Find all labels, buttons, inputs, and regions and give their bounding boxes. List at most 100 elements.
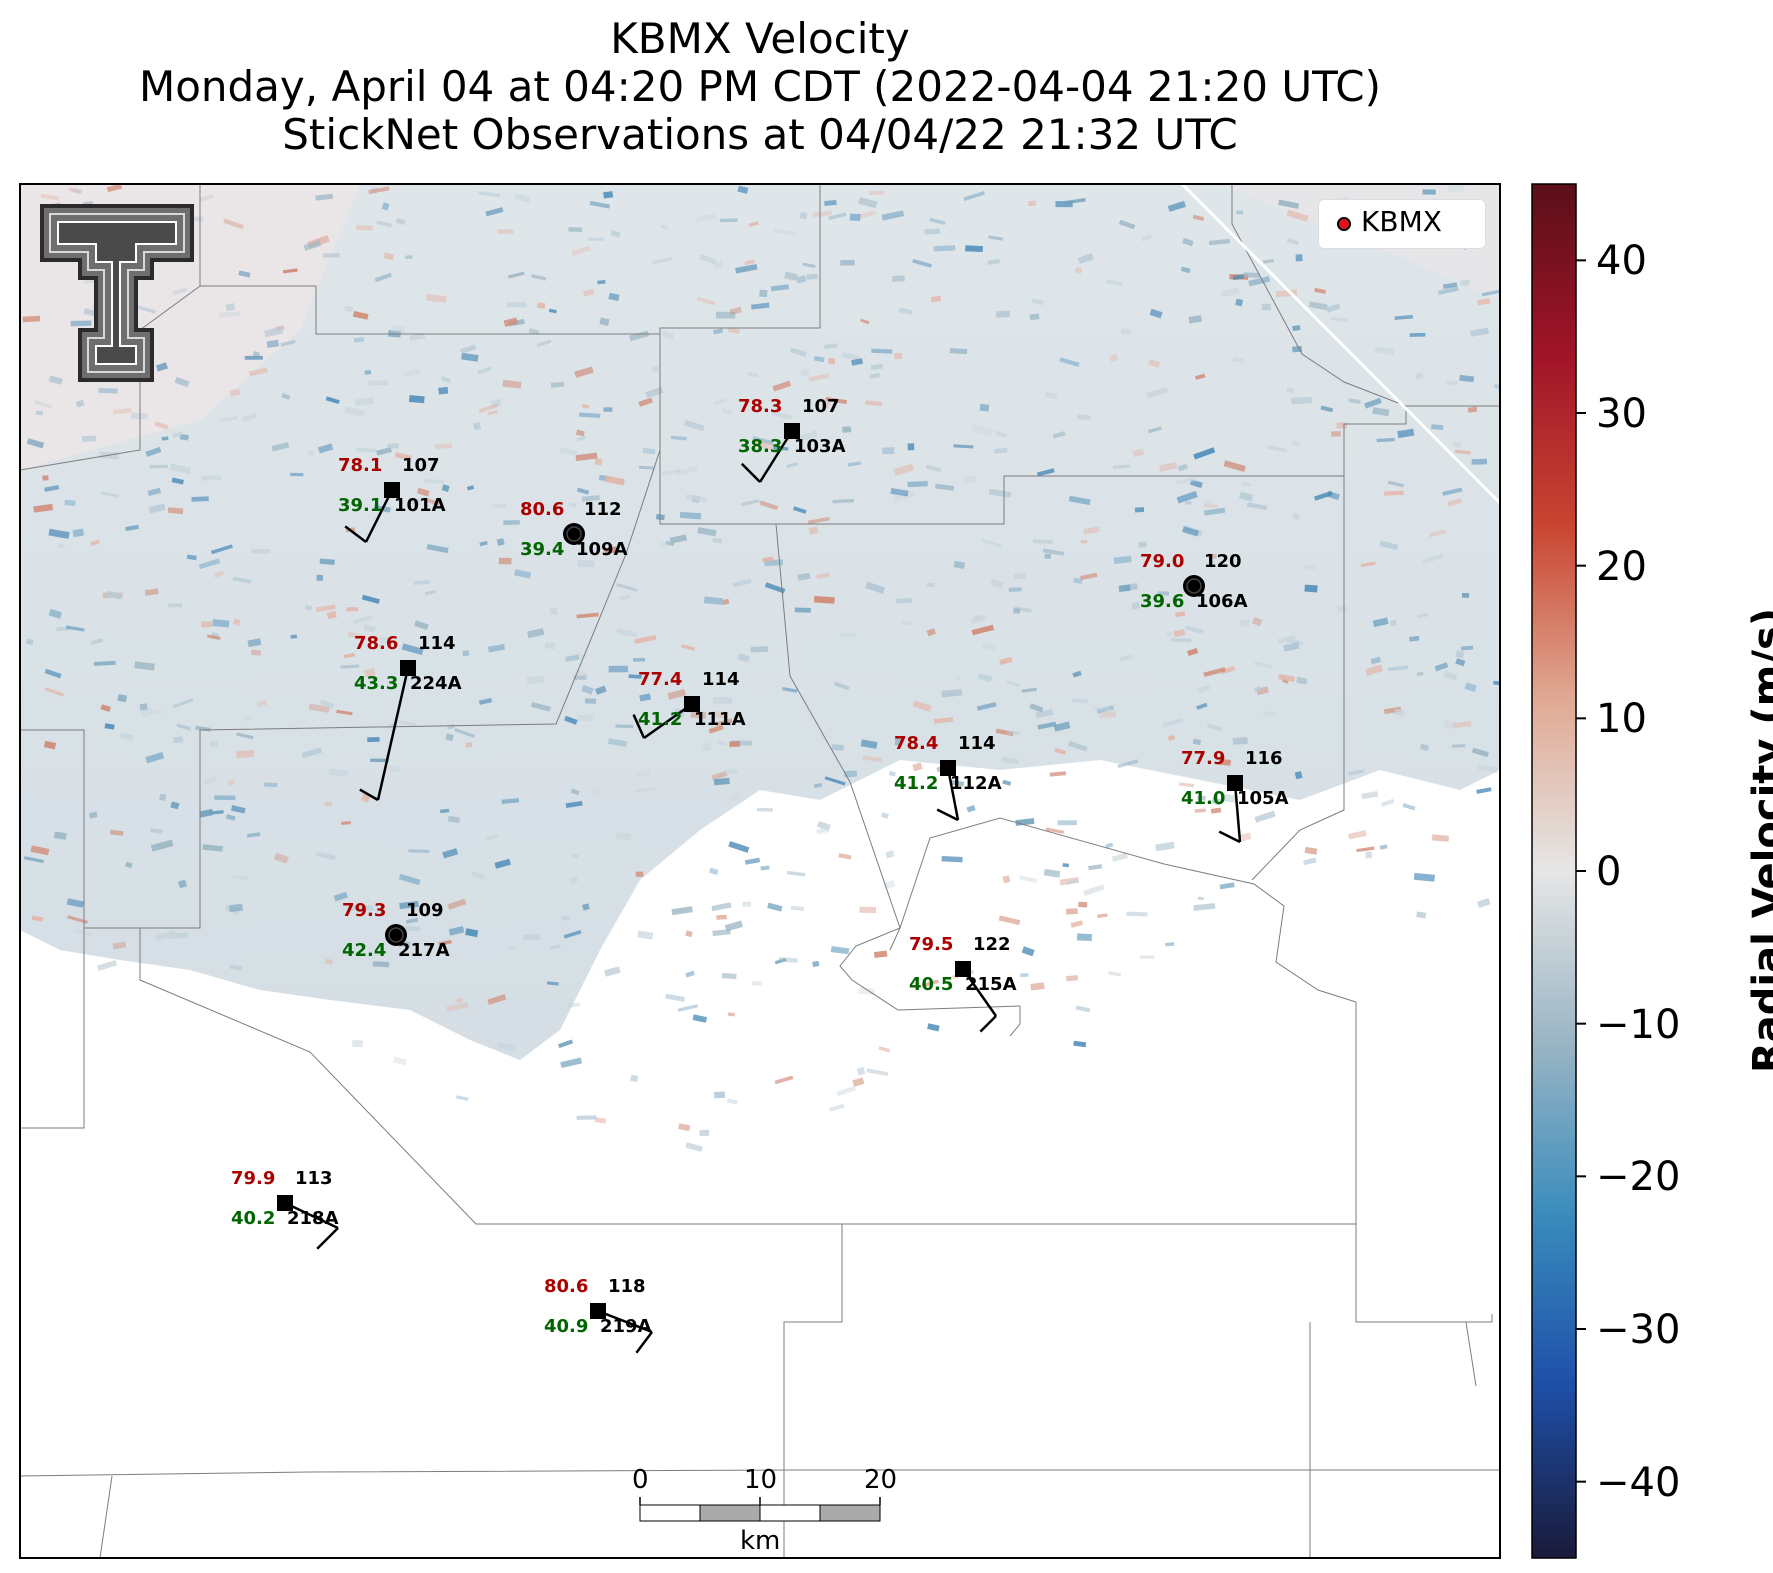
velocity-gate — [727, 326, 740, 335]
velocity-gate — [401, 643, 424, 656]
velocity-gate — [408, 849, 430, 853]
velocity-gate — [1242, 481, 1251, 488]
velocity-gate — [988, 235, 1004, 241]
velocity-gate — [729, 740, 741, 748]
velocity-gate — [149, 464, 168, 469]
velocity-gate — [355, 225, 373, 231]
velocity-gate — [772, 380, 792, 392]
velocity-gate — [953, 444, 974, 449]
velocity-gate — [1083, 526, 1100, 535]
velocity-gate — [1476, 787, 1492, 794]
velocity-gate — [995, 430, 1008, 439]
scale-tick-10: 10 — [744, 1465, 778, 1495]
velocity-gate — [1416, 911, 1427, 919]
velocity-gate — [315, 604, 336, 613]
velocity-gate — [671, 906, 693, 916]
velocity-gate — [1452, 720, 1472, 729]
velocity-gate — [790, 347, 807, 357]
velocity-gate — [1240, 832, 1252, 842]
velocity-gate — [1336, 422, 1348, 429]
velocity-gate — [1028, 200, 1037, 207]
velocity-gate — [1064, 198, 1086, 205]
wind-barb-shaft — [284, 1201, 339, 1230]
velocity-gate — [1348, 398, 1361, 404]
velocity-gate — [829, 1103, 845, 1112]
velocity-gate — [685, 970, 695, 978]
velocity-gate — [64, 499, 76, 506]
velocity-gate — [568, 502, 577, 508]
scale-tick-20: 20 — [864, 1465, 898, 1495]
velocity-gate — [389, 765, 400, 772]
velocity-gate — [319, 558, 335, 565]
velocity-gate — [594, 458, 603, 466]
velocity-gate — [207, 634, 221, 640]
velocity-gate — [1170, 638, 1192, 643]
velocity-gate — [112, 408, 132, 415]
velocity-gate — [459, 344, 477, 354]
velocity-gate — [1253, 685, 1262, 693]
velocity-gate — [225, 814, 236, 821]
velocity-gate — [387, 443, 400, 449]
velocity-gate — [839, 632, 857, 638]
velocity-gate — [172, 431, 183, 439]
velocity-gate — [712, 696, 733, 705]
velocity-gate — [852, 1077, 865, 1087]
velocity-gate — [735, 263, 758, 274]
velocity-gate — [927, 1023, 940, 1032]
velocity-gate — [778, 957, 798, 963]
velocity-gate — [1235, 298, 1244, 307]
velocity-gate — [1147, 426, 1162, 434]
velocity-gate — [550, 381, 565, 388]
velocity-gate — [218, 311, 240, 318]
velocity-gate — [1364, 397, 1382, 409]
velocity-gate — [828, 212, 847, 221]
velocity-gate — [31, 915, 44, 922]
velocity-gate — [1176, 490, 1198, 504]
velocity-gate — [1221, 287, 1240, 298]
velocity-gate — [836, 1085, 856, 1097]
velocity-gate — [1278, 674, 1295, 682]
velocity-gate — [1001, 756, 1020, 765]
velocity-gate — [201, 621, 213, 628]
velocity-gate — [1223, 460, 1246, 472]
velocity-gate — [503, 317, 518, 327]
velocity-gate — [26, 438, 45, 449]
velocity-gate — [225, 303, 236, 312]
velocity-gate — [1291, 440, 1300, 447]
velocity-gate — [615, 724, 634, 729]
station-id: 103A — [794, 436, 846, 457]
velocity-gate — [1365, 851, 1373, 859]
station-temperature: 79.9 — [231, 1168, 276, 1189]
station-id: 106A — [1196, 591, 1248, 612]
velocity-gate — [1308, 301, 1328, 311]
station-marker — [400, 660, 416, 676]
velocity-gate — [150, 839, 174, 852]
velocity-gate — [665, 540, 675, 547]
velocity-gate — [374, 272, 392, 283]
velocity-gate — [1072, 670, 1082, 678]
velocity-gate — [1066, 878, 1080, 885]
velocity-gate — [1097, 913, 1108, 919]
velocity-gate — [1320, 405, 1334, 413]
velocity-gate — [1021, 946, 1035, 957]
velocity-gate — [1239, 619, 1251, 628]
velocity-gate — [227, 779, 236, 786]
station-marker — [784, 423, 800, 439]
velocity-gate — [370, 758, 389, 762]
velocity-gate — [747, 371, 759, 378]
velocity-gate — [699, 254, 717, 265]
velocity-gate — [921, 979, 939, 988]
velocity-gate — [996, 310, 1011, 318]
velocity-gate — [232, 618, 241, 626]
velocity-gate — [238, 270, 251, 278]
velocity-gate — [594, 685, 607, 695]
velocity-gate — [402, 941, 411, 948]
velocity-gate — [1117, 759, 1139, 769]
velocity-gate — [144, 588, 159, 596]
velocity-gate — [252, 351, 261, 358]
velocity-gate — [759, 500, 779, 511]
velocity-gate — [1035, 708, 1054, 719]
velocity-gate — [280, 339, 296, 347]
velocity-gate — [445, 733, 454, 741]
